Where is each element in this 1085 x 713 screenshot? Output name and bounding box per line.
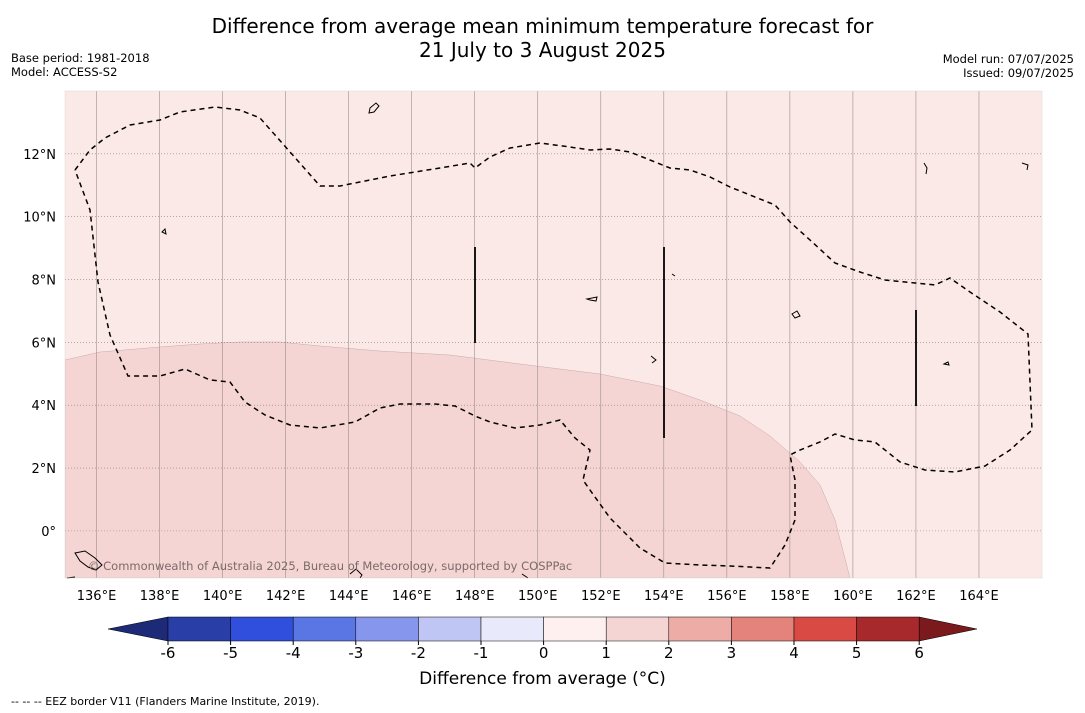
colorbar-swatch xyxy=(668,616,732,642)
colorbar-tick-label: 0 xyxy=(539,644,549,662)
model-name: Model: ACCESS-S2 xyxy=(11,65,118,79)
colorbar-swatch xyxy=(731,616,795,642)
copyright-notice: © Commonwealth of Australia 2025, Bureau… xyxy=(88,559,572,573)
longitude-tick-label: 146°E xyxy=(392,589,432,604)
longitude-tick-label: 138°E xyxy=(140,589,180,604)
colorbar-swatch xyxy=(418,616,482,642)
latitude-tick-label: 6°N xyxy=(32,336,57,351)
colorbar-swatch xyxy=(793,616,857,642)
colorbar-tick-label: -1 xyxy=(474,644,489,662)
map-plot-area: © Commonwealth of Australia 2025, Bureau… xyxy=(64,90,1043,579)
model-run: Model run: 07/07/2025 xyxy=(942,52,1074,66)
longitude-tick-label: 140°E xyxy=(203,589,243,604)
colorbar-swatch xyxy=(292,616,357,642)
meta-right: Model run: 07/07/2025 Issued: 09/07/2025 xyxy=(943,52,1074,80)
eez-border xyxy=(74,106,1033,569)
colorbar-swatch xyxy=(605,616,670,642)
meta-left: Base period: 1981-2018 Model: ACCESS-S2 xyxy=(11,51,150,79)
latitude-tick-label: 10°N xyxy=(23,211,56,226)
colorbar-swatch xyxy=(167,616,231,642)
graticule xyxy=(65,91,1042,578)
longitude-tick-label: 160°E xyxy=(833,589,873,604)
eez-legend-footnote: -- -- -- EEZ border V11 (Flanders Marine… xyxy=(11,695,320,708)
latitude-tick-label: 12°N xyxy=(23,148,56,163)
latitude-tick-label: 0° xyxy=(41,525,56,540)
colorbar-swatch xyxy=(480,616,544,642)
longitude-tick-labels: 136°E 138°E 140°E 142°E 144°E 146°E 148°E 150°E… xyxy=(77,589,999,604)
colorbar-tick-label: -4 xyxy=(286,644,301,662)
colorbar-tick-label: -3 xyxy=(348,644,363,662)
colorbar-tick-label: 5 xyxy=(852,644,862,662)
colorbar-tick-label: 4 xyxy=(789,644,799,662)
longitude-tick-label: 162°E xyxy=(896,589,936,604)
longitude-tick-label: 142°E xyxy=(266,589,306,604)
longitude-tick-label: 150°E xyxy=(518,589,558,604)
title-line-2: 21 July to 3 August 2025 xyxy=(419,38,666,62)
longitude-tick-label: 148°E xyxy=(455,589,495,604)
colorbar-tick-label: -2 xyxy=(411,644,426,662)
base-period: Base period: 1981-2018 xyxy=(11,51,150,65)
coastlines xyxy=(66,102,1029,579)
colorbar: -6 -5 -4 -3 -2 -1 0 1 2 3 4 5 6 xyxy=(107,616,978,662)
anomaly-1-to-2-region xyxy=(65,341,851,578)
colorbar-label: Difference from average (°C) xyxy=(419,669,666,689)
colorbar-swatch xyxy=(230,616,294,642)
longitude-tick-label: 144°E xyxy=(329,589,369,604)
latitude-tick-label: 8°N xyxy=(32,274,57,289)
longitude-tick-label: 156°E xyxy=(707,589,747,604)
issued-date: Issued: 09/07/2025 xyxy=(963,66,1074,80)
longitude-tick-label: 154°E xyxy=(644,589,684,604)
title-line-1: Difference from average mean minimum tem… xyxy=(211,14,874,38)
colorbar-tick-label: 6 xyxy=(914,644,924,662)
colorbar-tick-label: 1 xyxy=(601,644,611,662)
colorbar-swatch xyxy=(856,616,920,642)
map-title: Difference from average mean minimum tem… xyxy=(0,14,1085,62)
colorbar-tick-label: -5 xyxy=(223,644,238,662)
longitude-tick-label: 152°E xyxy=(581,589,621,604)
longitude-tick-label: 164°E xyxy=(959,589,999,604)
vertical-marker-lines xyxy=(474,247,917,438)
colorbar-tick-label: -6 xyxy=(161,644,176,662)
map-frame xyxy=(64,90,1043,579)
longitude-tick-label: 158°E xyxy=(770,589,810,604)
longitude-tick-label: 136°E xyxy=(77,589,117,604)
latitude-tick-label: 2°N xyxy=(32,462,57,477)
colorbar-high-extend xyxy=(918,616,978,642)
colorbar-tick-label: 2 xyxy=(664,644,674,662)
colorbar-tick-label: 3 xyxy=(727,644,737,662)
colorbar-low-extend xyxy=(107,616,169,642)
latitude-tick-label: 4°N xyxy=(32,399,57,414)
colorbar-swatch xyxy=(355,616,419,642)
colorbar-swatch xyxy=(543,616,607,642)
latitude-tick-labels: 0° 2°N 4°N 6°N 8°N 10°N 12°N xyxy=(23,148,56,540)
